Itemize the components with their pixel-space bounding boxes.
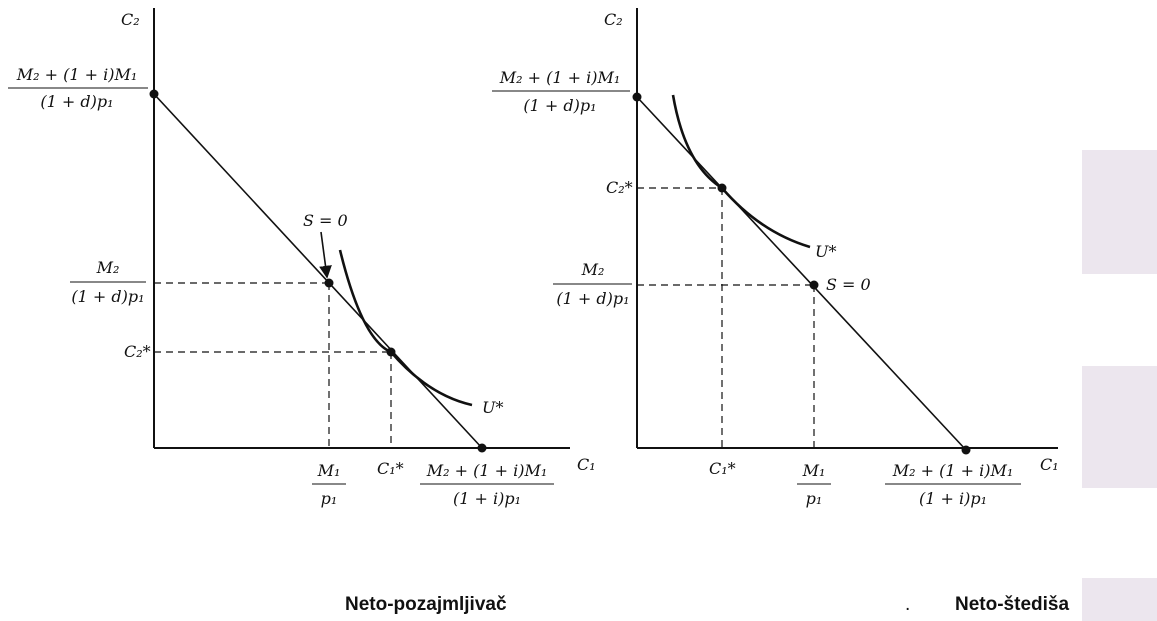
right-endowment-x-num: M₁ <box>802 461 826 480</box>
right-indifference-curve <box>671 94 811 249</box>
right-curve-label: U* <box>815 242 836 261</box>
left-y-axis-label: C₂ <box>121 10 140 29</box>
left-endowment-y-num: M₂ <box>96 258 120 277</box>
left-savings-label: S = 0 <box>303 211 348 230</box>
left-optimum-y-label: C₂* <box>124 342 151 361</box>
left-indifference-curve <box>338 249 473 407</box>
right-savings-label: S = 0 <box>826 275 871 294</box>
right-y-intercept-num: M₂ + (1 + i)M₁ <box>499 68 621 87</box>
right-caption: Neto-štediša <box>955 594 1070 615</box>
left-curve-label: U* <box>482 398 503 417</box>
right-endowment-y-den: (1 + d)p₁ <box>556 289 629 308</box>
right-endowment-point <box>809 280 819 290</box>
left-endowment-y-den: (1 + d)p₁ <box>71 287 144 306</box>
left-endowment-point <box>324 278 334 288</box>
right-x-intercept-den: (1 + i)p₁ <box>919 489 987 508</box>
left-y-intercept-den: (1 + d)p₁ <box>40 92 113 111</box>
right-optimum-point <box>717 183 727 193</box>
right-optimum-x-label: C₁* <box>709 459 736 478</box>
left-diagram: C₂ C₁ S = 0 U* M₂ + (1 + i)M₁ (1 + d)p₁ … <box>8 8 596 508</box>
left-x-intercept-point <box>477 443 487 453</box>
right-y-intercept-point <box>632 92 642 102</box>
left-budget-line <box>153 93 483 449</box>
left-caption: Neto-pozajmljivač <box>345 594 507 615</box>
left-x-intercept-den: (1 + i)p₁ <box>453 489 521 508</box>
right-y-axis-label: C₂ <box>604 10 623 29</box>
right-budget-line <box>636 96 967 451</box>
right-y-intercept-den: (1 + d)p₁ <box>523 96 596 115</box>
decorative-block-bottom <box>1082 578 1157 621</box>
left-x-intercept-num: M₂ + (1 + i)M₁ <box>426 461 548 480</box>
right-x-intercept-num: M₂ + (1 + i)M₁ <box>892 461 1014 480</box>
left-endowment-x-num: M₁ <box>317 461 341 480</box>
right-optimum-y-label: C₂* <box>606 178 633 197</box>
right-x-intercept-point <box>961 445 971 455</box>
left-optimum-x-label: C₁* <box>377 459 404 478</box>
left-y-intercept-num: M₂ + (1 + i)M₁ <box>16 65 138 84</box>
decorative-block-top <box>1082 150 1157 274</box>
right-x-axis-label: C₁ <box>1040 455 1059 474</box>
right-endowment-y-num: M₂ <box>581 260 605 279</box>
decorative-block-middle <box>1082 366 1157 488</box>
left-savings-arrow <box>319 231 332 279</box>
left-endowment-x-den: p₁ <box>321 489 338 508</box>
right-endowment-x-den: p₁ <box>806 489 823 508</box>
right-diagram: C₂ C₁ U* S = 0 M₂ + (1 + i)M₁ (1 + d)p₁ … <box>492 8 1059 508</box>
left-optimum-point <box>386 347 396 357</box>
separator-dot: . <box>905 594 911 615</box>
left-y-intercept-point <box>149 89 159 99</box>
left-x-axis-label: C₁ <box>577 455 596 474</box>
